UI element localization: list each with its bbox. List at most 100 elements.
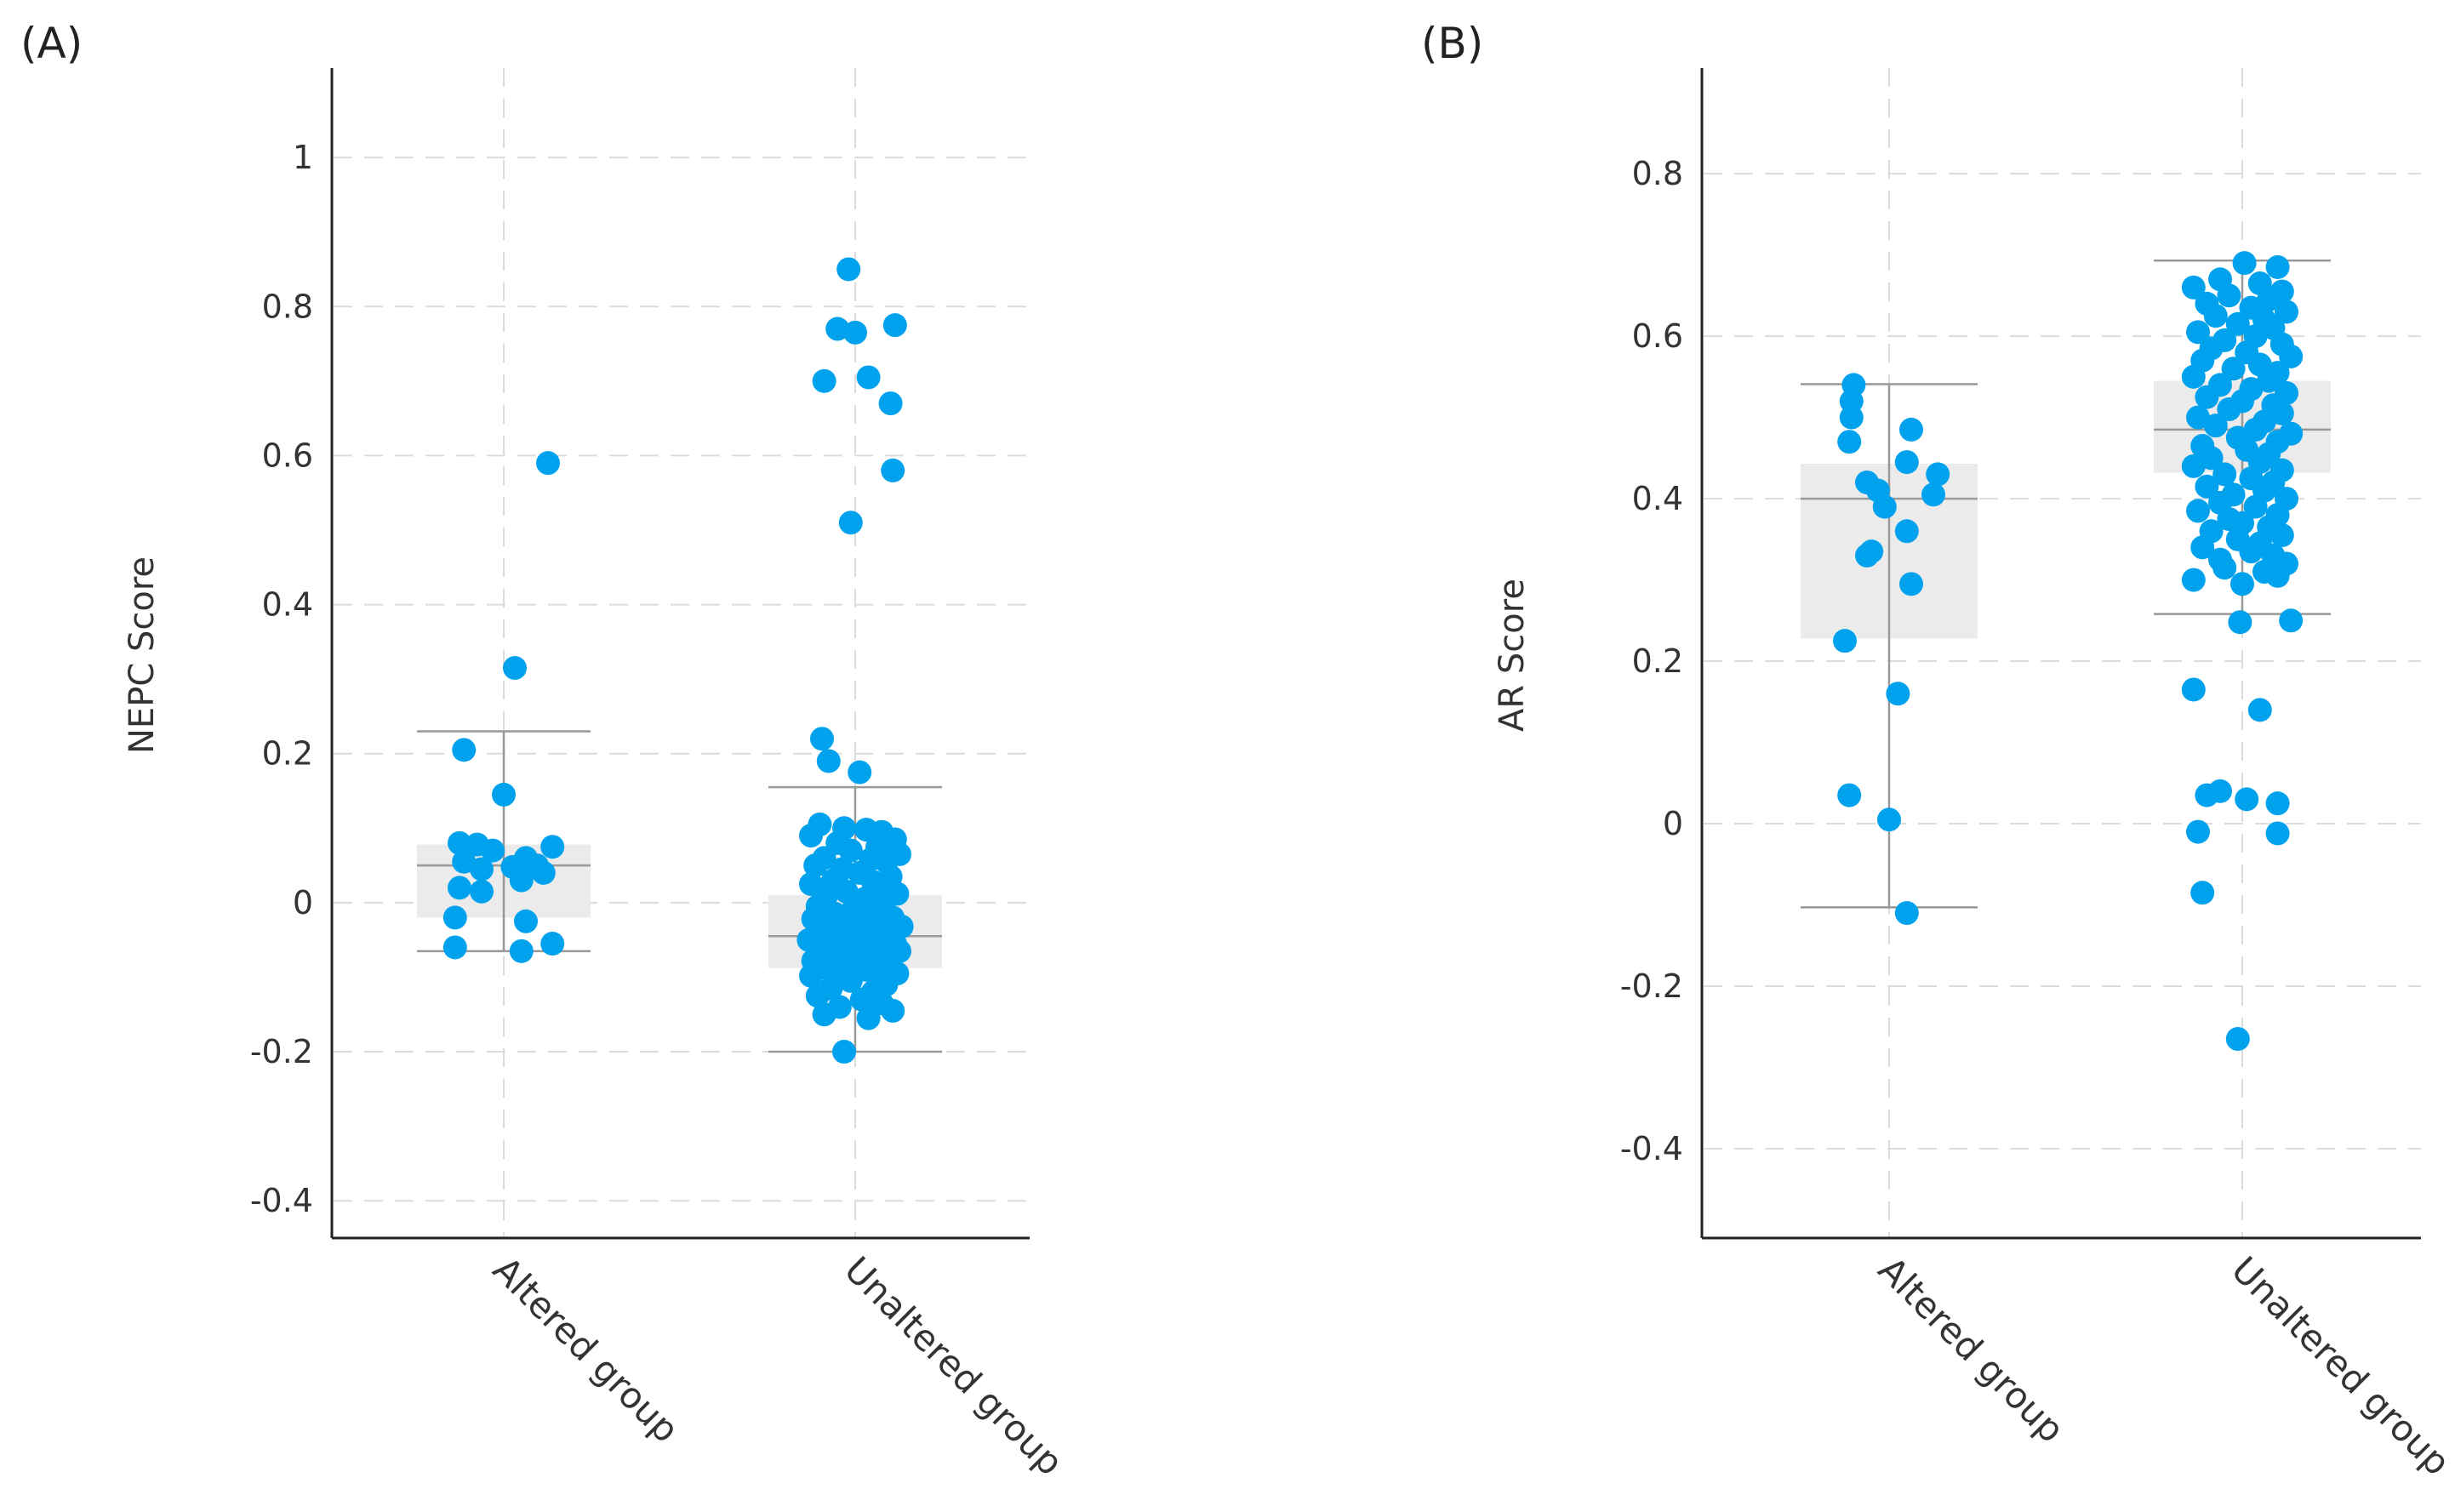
data-point (2257, 288, 2281, 312)
data-point (838, 511, 863, 535)
data-point (2265, 563, 2290, 588)
y-tick-label: -0.4 (1620, 1130, 1683, 1167)
data-point (492, 782, 516, 807)
y-tick-label: 0.8 (262, 288, 313, 325)
data-point (848, 760, 872, 785)
box-nepc-1 (417, 730, 591, 953)
data-point (2257, 368, 2281, 393)
data-point (2195, 783, 2219, 807)
data-point (1926, 462, 1950, 487)
data-point (2217, 283, 2241, 308)
data-point (2269, 401, 2294, 425)
data-point (2181, 568, 2206, 592)
data-point (1877, 807, 1901, 832)
data-point (448, 876, 471, 900)
data-point (2190, 881, 2215, 905)
panel-b-ar-chart: (B) 0.8 0.6 0.4 0.2 0 -0.2 -0.4 AR Score Altered… (1234, 0, 2455, 1512)
data-point (2279, 344, 2304, 368)
data-point (1837, 783, 1862, 807)
data-point (2199, 446, 2224, 471)
data-point (878, 391, 903, 416)
x-category-label: Altered group (485, 1248, 688, 1451)
data-point (2212, 462, 2237, 487)
panel-b-label: (B) (1421, 19, 1484, 68)
data-point (805, 984, 830, 1008)
data-point (536, 451, 560, 476)
data-point (2235, 787, 2259, 812)
data-point (843, 320, 867, 345)
data-point (1872, 494, 1897, 519)
data-point (2279, 608, 2304, 633)
data-point (540, 835, 565, 859)
data-point (832, 1040, 856, 1064)
data-point (838, 838, 863, 863)
data-point (838, 968, 863, 993)
data-point (799, 824, 823, 848)
data-point (2203, 304, 2228, 328)
data-point (849, 987, 874, 1012)
y-tick-label: 0.4 (262, 586, 313, 624)
data-point (514, 909, 538, 933)
data-point (2243, 494, 2268, 519)
data-point (1899, 572, 1923, 596)
nepc-score-plot: 1 0.8 0.6 0.4 0.2 0 -0.2 -0.4 NEPC Score Altered … (123, 68, 1071, 1483)
data-point (1839, 405, 1864, 430)
data-point (812, 368, 836, 393)
data-point (470, 857, 494, 882)
ar-score-plot: 0.8 0.6 0.4 0.2 0 -0.2 -0.4 AR Score Altered gro… (1493, 68, 2455, 1483)
y-tick-label: 0.8 (1632, 155, 1683, 192)
y-tick-label: 0 (1663, 805, 1683, 842)
data-point (836, 257, 861, 282)
data-point (540, 932, 565, 956)
y-tick-label: 1 (293, 139, 313, 176)
data-point (2265, 254, 2290, 279)
y-axis-title: AR Score (1493, 579, 1532, 732)
data-point (1894, 519, 1919, 544)
data-point (503, 656, 527, 681)
data-point (452, 738, 477, 762)
data-point (2275, 300, 2298, 324)
data-point (2225, 311, 2250, 336)
data-point (2247, 698, 2272, 722)
data-point (2243, 417, 2268, 442)
data-point (810, 727, 834, 751)
y-tick-label: 0.6 (1632, 317, 1683, 355)
data-point (2239, 539, 2264, 564)
y-tick-label: 0 (293, 884, 313, 921)
data-point (2269, 523, 2294, 548)
data-point (2181, 275, 2206, 300)
data-point (2181, 364, 2206, 389)
data-point (509, 868, 534, 893)
data-point (2203, 414, 2228, 438)
data-point (1833, 629, 1857, 653)
data-point (1837, 430, 1862, 454)
data-point (816, 749, 841, 773)
y-tick-label: 0.2 (1632, 642, 1683, 680)
data-point (2186, 819, 2210, 844)
x-category-label: Unaltered group (836, 1248, 1071, 1483)
data-point (2195, 385, 2219, 409)
data-point (2230, 572, 2254, 596)
data-point (509, 939, 534, 963)
data-point (2212, 556, 2237, 580)
data-point (1921, 482, 1945, 507)
data-point (2181, 677, 2206, 702)
data-point (856, 365, 881, 390)
data-point (881, 998, 905, 1023)
data-point (825, 317, 850, 341)
y-tick-label: -0.2 (1620, 967, 1683, 1005)
data-point (2186, 405, 2210, 430)
panel-a-label: (A) (20, 19, 83, 68)
data-point (2232, 251, 2257, 276)
data-point (1855, 543, 1879, 568)
y-tick-label: 0.6 (262, 436, 313, 474)
x-category-label: Unaltered group (2224, 1248, 2455, 1483)
data-point (2186, 499, 2210, 523)
data-point (442, 905, 467, 930)
data-point (2190, 535, 2215, 560)
data-point (442, 935, 467, 960)
data-point (2228, 610, 2252, 635)
y-axis-title: NEPC Score (123, 556, 162, 754)
data-point (481, 838, 505, 863)
data-point (1886, 682, 1910, 706)
